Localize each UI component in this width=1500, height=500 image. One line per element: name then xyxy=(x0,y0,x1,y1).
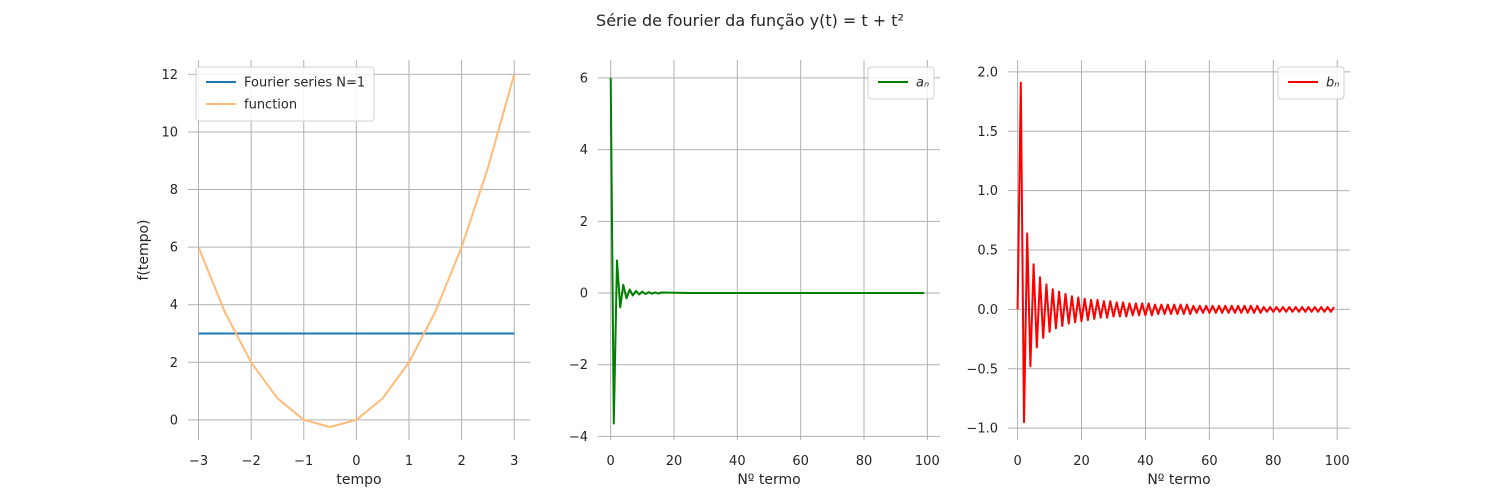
y-tick-label: 2.0 xyxy=(977,65,998,80)
y-tick-label: 6 xyxy=(170,241,178,256)
x-tick-label: −3 xyxy=(189,454,208,469)
y-tick-label: 4 xyxy=(170,298,178,313)
y-tick-label: −4 xyxy=(569,430,588,445)
x-tick-label: 80 xyxy=(1265,454,1282,469)
y-tick-label: 1.0 xyxy=(977,184,998,199)
y-tick-label: 6 xyxy=(580,71,588,86)
y-tick-label: 2 xyxy=(170,356,178,371)
subplot-3: 0 20 40 60 80 100 −1.0 −0.5 0.0 0.5 1.0 1.5 2.0 Nº te… xyxy=(966,60,1350,488)
y-tick-label: −0.5 xyxy=(966,362,998,377)
x-axis-label: Nº termo xyxy=(1147,472,1210,488)
y-tick-label: 0.5 xyxy=(977,244,998,259)
series-line-2 xyxy=(197,74,516,428)
y-axis-label: f(tempo) xyxy=(136,219,152,280)
subplot-2: 0 20 40 60 80 100 −4 −2 0 2 4 6 Nº termo aₙ xyxy=(569,60,940,488)
x-tick-label: 100 xyxy=(1325,454,1350,469)
y-tick-label: 12 xyxy=(161,68,178,83)
x-axis-label: Nº termo xyxy=(737,472,800,488)
y-tick-label: 8 xyxy=(170,183,178,198)
y-tick-label: 10 xyxy=(161,125,178,140)
y-tick-label: 2 xyxy=(580,215,588,230)
y-tick-label: 4 xyxy=(580,143,588,158)
x-tick-label: 0 xyxy=(607,454,615,469)
x-tick-label: −2 xyxy=(242,454,261,469)
x-tick-label: 0 xyxy=(1013,454,1021,469)
y-tick-label: −1.0 xyxy=(966,422,998,437)
legend-frame xyxy=(195,66,375,122)
x-tick-label: −1 xyxy=(294,454,313,469)
subplot-1: −3 −2 −1 0 1 2 3024681012tempof(tempo)Fourier … xyxy=(136,60,530,488)
legend: aₙ xyxy=(867,66,935,100)
x-axis-label: tempo xyxy=(336,472,381,488)
y-tick-label: 1.5 xyxy=(977,125,998,140)
x-tick-label: 60 xyxy=(1201,454,1218,469)
y-tick-label: −2 xyxy=(569,358,588,373)
y-tick-label: 0 xyxy=(170,413,178,428)
legend: Fourier series N=1 function xyxy=(195,66,375,122)
series-line-1 xyxy=(1016,81,1335,424)
legend: bₙ xyxy=(1277,66,1345,100)
y-tick-label: 0.0 xyxy=(977,303,998,318)
x-tick-label: 3 xyxy=(510,454,518,469)
x-tick-label: 60 xyxy=(792,454,809,469)
y-tick-label: 0 xyxy=(580,287,588,302)
x-tick-label: 80 xyxy=(856,454,873,469)
figure-title: Série de fourier da função y(t) = t + t² xyxy=(596,11,904,30)
legend-label: aₙ xyxy=(916,76,929,91)
legend-label: bₙ xyxy=(1326,76,1339,91)
x-tick-label: 2 xyxy=(457,454,465,469)
subplots: −3 −2 −1 0 1 2 3024681012tempof(tempo)Fourier … xyxy=(136,60,1350,488)
legend-label: function xyxy=(244,98,297,113)
series-line-1 xyxy=(609,77,925,425)
x-tick-label: 100 xyxy=(915,454,940,469)
x-tick-label: 1 xyxy=(405,454,413,469)
x-tick-label: 20 xyxy=(1073,454,1090,469)
x-tick-label: 40 xyxy=(729,454,746,469)
x-tick-label: 20 xyxy=(666,454,683,469)
legend-label: Fourier series N=1 xyxy=(244,76,365,91)
x-tick-label: 0 xyxy=(352,454,360,469)
x-tick-label: 40 xyxy=(1137,454,1154,469)
